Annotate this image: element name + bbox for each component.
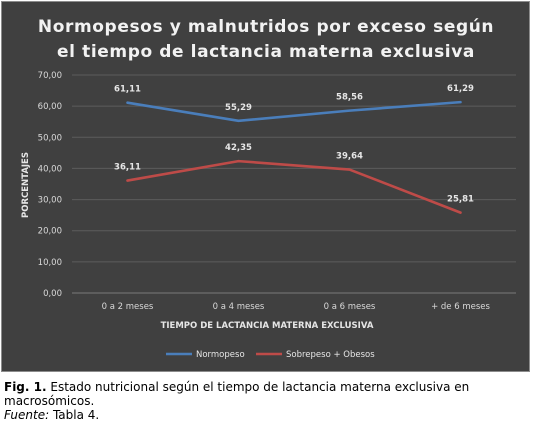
y-tick-label: 50,00 xyxy=(38,133,62,143)
data-label: 42,35 xyxy=(225,143,252,153)
data-label: 61,29 xyxy=(447,84,474,94)
y-axis-ticks: 0,00 10,00 20,00 30,00 40,00 50,00 60,00 70,00 xyxy=(38,71,62,299)
chart-container: Normopesos y malnutridos por exceso segú… xyxy=(1,1,530,372)
y-tick-label: 10,00 xyxy=(38,258,62,268)
y-tick-label: 40,00 xyxy=(38,164,62,174)
x-axis-title: TIEMPO DE LACTANCIA MATERNA EXCLUSIVA xyxy=(161,321,374,331)
x-tick-label: 0 a 2 meses xyxy=(102,302,154,312)
data-label: 25,81 xyxy=(447,195,474,205)
data-label: 58,56 xyxy=(336,93,363,103)
x-axis-ticks: 0 a 2 meses 0 a 4 meses 0 a 6 meses + de 6 … xyxy=(102,302,491,312)
x-tick-label: 0 a 6 meses xyxy=(324,302,376,312)
series-line-sobrepeso-obesos xyxy=(126,159,462,214)
data-labels: 61,11 55,29 58,56 61,29 36,11 42,35 39,64 25,81 xyxy=(114,84,474,204)
line-chart: Normopesos y malnutridos por exceso segú… xyxy=(21,17,516,360)
caption-label: Fig. 1. xyxy=(4,380,47,394)
series-lines xyxy=(126,100,462,214)
caption-source-text: Tabla 4. xyxy=(49,408,100,422)
y-tick-label: 0,00 xyxy=(43,289,62,299)
chart-title-line-2: el tiempo de lactancia materna exclusiva xyxy=(57,42,475,62)
series-line-normopeso xyxy=(126,100,462,123)
y-tick-label: 30,00 xyxy=(38,196,62,206)
data-label: 55,29 xyxy=(225,103,252,113)
y-tick-label: 20,00 xyxy=(38,227,62,237)
caption-text: Estado nutricional según el tiempo de la… xyxy=(4,380,470,408)
y-tick-label: 70,00 xyxy=(38,71,62,81)
legend-entry-label: Sobrepeso + Obesos xyxy=(286,350,375,360)
data-label: 39,64 xyxy=(336,152,363,162)
legend-entry-label: Normopeso xyxy=(196,350,245,360)
x-tick-label: 0 a 4 meses xyxy=(213,302,265,312)
caption-source-label: Fuente: xyxy=(4,408,50,422)
x-tick-label: + de 6 meses xyxy=(431,302,490,312)
gridlines xyxy=(72,74,516,294)
legend: Normopeso Sobrepeso + Obesos xyxy=(166,350,375,360)
data-label: 61,11 xyxy=(114,85,141,95)
chart-title-line-1: Normopesos y malnutridos por exceso segú… xyxy=(38,17,494,37)
y-axis-title: PORCENTAJES xyxy=(21,152,31,218)
figure-caption: Fig. 1. Estado nutricional según el tiem… xyxy=(4,380,529,422)
data-label: 36,11 xyxy=(114,163,141,173)
y-tick-label: 60,00 xyxy=(38,102,62,112)
